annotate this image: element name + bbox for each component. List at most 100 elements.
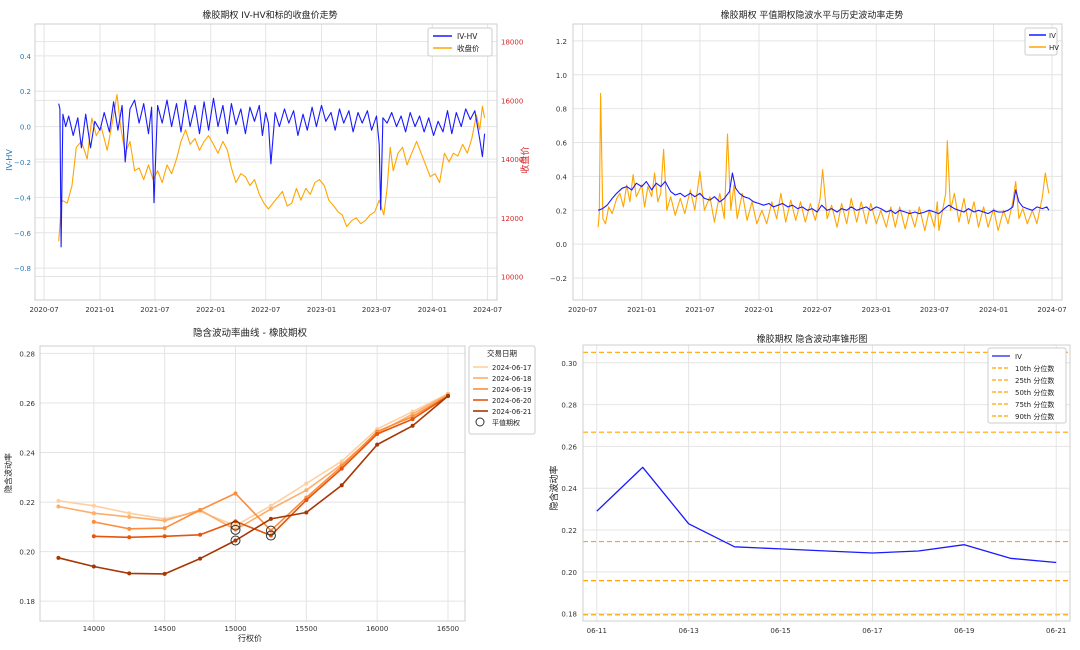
legend-label: 2024-06-21 xyxy=(492,408,532,416)
smile-point xyxy=(91,534,96,539)
plot-frame xyxy=(582,344,1071,622)
x-tick-label: 2022-01 xyxy=(744,306,773,314)
x-tick-label: 16500 xyxy=(437,625,459,633)
smile-line-2024-06-17 xyxy=(58,392,449,527)
x-tick-label: 14000 xyxy=(83,625,105,633)
chart-title: 橡胶期权 隐含波动率锥形图 xyxy=(757,333,868,345)
x-tick-label: 2024-01 xyxy=(979,306,1008,314)
legend-label: HV xyxy=(1049,44,1059,52)
smile-point xyxy=(410,423,415,428)
series-line-iv xyxy=(596,466,1057,564)
y-tick-label: 0.0 xyxy=(556,241,567,249)
y-tick-label: 0.24 xyxy=(19,450,35,458)
x-tick-label: 2020-07 xyxy=(29,306,58,314)
legend: IV-HV 收盘价 xyxy=(427,27,493,57)
smile-point xyxy=(268,503,273,508)
y-right-tick-label: 16000 xyxy=(501,97,523,105)
y-tick-label: 1.0 xyxy=(556,72,567,80)
legend: IV HV xyxy=(1024,27,1059,56)
iv-hv-levels-chart: −0.2 0.0 0.2 0.4 0.6 0.8 1.0 1.2 2020-07 2021-01 2… xyxy=(550,9,1067,314)
iv-hv-close-chart: −0.8 −0.6 −0.4 −0.2 0.0 0.2 0.4 10000 12000 14000… xyxy=(5,9,531,314)
y-axis-label: IV-HV xyxy=(5,149,14,171)
y-tick-label: −0.2 xyxy=(14,159,31,167)
y-tick-label: 0.18 xyxy=(561,611,577,619)
x-tick-label: 06-19 xyxy=(954,627,974,635)
atm-marker xyxy=(265,525,276,536)
chart-panel-cone: 0.18 0.20 0.22 0.24 0.26 0.28 0.30 06-11 06-13 06… xyxy=(540,323,1080,646)
x-tick-label: 2021-07 xyxy=(140,306,169,314)
y-right-tick-label: 10000 xyxy=(501,274,523,282)
chart-title: 隐含波动率曲线 - 橡胶期权 xyxy=(193,327,307,339)
y-right-tick-label: 14000 xyxy=(501,156,523,164)
legend: 交易日期 2024-06-17 2024-06-18 2024-06-19 2024-0… xyxy=(468,345,536,435)
x-tick-label: 2024-01 xyxy=(418,306,447,314)
y-tick-label: 0.8 xyxy=(556,106,567,114)
smile-point xyxy=(91,511,96,516)
smile-point xyxy=(56,555,61,560)
legend-label: 2024-06-18 xyxy=(492,375,532,383)
x-tick-label: 06-17 xyxy=(862,627,882,635)
x-tick-label: 16000 xyxy=(366,625,388,633)
y-tick-label: 0.18 xyxy=(19,598,35,606)
x-tick-label: 2021-07 xyxy=(685,306,714,314)
atm-marker xyxy=(230,520,241,531)
smile-point xyxy=(339,459,344,464)
smile-point xyxy=(162,518,167,523)
smile-line-2024-06-18 xyxy=(58,393,449,531)
legend-label: 75th 分位数 xyxy=(1015,400,1054,409)
x-tick-label: 06-21 xyxy=(1046,627,1066,635)
smile-point xyxy=(268,516,273,521)
smile-point xyxy=(162,526,167,531)
y-tick-label: 0.26 xyxy=(561,443,577,451)
smile-point xyxy=(198,532,203,537)
plot-frame xyxy=(34,23,498,301)
smile-point xyxy=(304,510,309,515)
y-tick-label: 0.0 xyxy=(20,124,31,132)
legend-label: IV-HV xyxy=(457,32,478,41)
smile-point xyxy=(375,431,380,436)
x-tick-label: 2022-07 xyxy=(251,306,280,314)
series-line-iv xyxy=(597,172,1050,215)
y-axis-label: 隐含波动率 xyxy=(548,465,560,510)
legend: IV 10th 分位数 25th 分位数 50th 分位数 75th 分位数 90th 分… xyxy=(987,347,1067,424)
x-tick-label: 2024-07 xyxy=(1037,306,1066,314)
y-tick-label: 1.2 xyxy=(556,38,567,46)
y-tick-label: 0.2 xyxy=(20,88,31,96)
iv-cone-chart: 0.18 0.20 0.22 0.24 0.26 0.28 0.30 06-11 06-13 06… xyxy=(548,333,1071,635)
chart-title: 橡胶期权 IV-HV和标的收盘价走势 xyxy=(202,9,337,21)
y-tick-label: 0.28 xyxy=(561,402,577,410)
series-line-hv xyxy=(597,92,1050,232)
legend-title: 交易日期 xyxy=(487,348,517,358)
y-tick-label: 0.2 xyxy=(556,207,567,215)
smile-point xyxy=(198,556,203,561)
y-tick-label: 0.22 xyxy=(19,499,35,507)
legend-label: 2024-06-17 xyxy=(492,364,532,372)
chart-panel-iv-hv: −0.8 −0.6 −0.4 −0.2 0.0 0.2 0.4 10000 12000 14000… xyxy=(0,0,540,323)
legend-label: 50th 分位数 xyxy=(1015,388,1054,397)
smile-point xyxy=(91,519,96,524)
smile-point xyxy=(127,535,132,540)
smile-point xyxy=(233,491,238,496)
x-tick-label: 2023-01 xyxy=(307,306,336,314)
legend-label: 2024-06-20 xyxy=(492,397,532,405)
y-tick-label: 0.22 xyxy=(561,527,577,535)
legend-label: 收盘价 xyxy=(457,43,480,53)
x-tick-label: 15000 xyxy=(224,625,246,633)
smile-point xyxy=(162,534,167,539)
smile-point xyxy=(56,498,61,503)
iv-smile-chart: 0.18 0.20 0.22 0.24 0.26 0.28 14000 14500 15000 1… xyxy=(3,327,536,643)
legend-label: 2024-06-19 xyxy=(492,386,532,394)
y-tick-label: 0.30 xyxy=(561,360,577,368)
x-tick-label: 2022-07 xyxy=(803,306,832,314)
y-axis-right-label: 收盘价 xyxy=(519,146,531,173)
plot-frame xyxy=(572,23,1063,301)
y-tick-label: 0.20 xyxy=(561,569,577,577)
x-tick-label: 2024-07 xyxy=(473,306,502,314)
y-tick-label: −0.4 xyxy=(14,194,32,202)
y-tick-label: 0.24 xyxy=(561,485,577,493)
smile-point xyxy=(304,488,309,493)
atm-marker xyxy=(230,535,241,546)
series-line-iv-hv xyxy=(58,97,486,248)
legend-atm-swatch xyxy=(475,417,485,427)
y-tick-label: 0.26 xyxy=(19,400,35,408)
